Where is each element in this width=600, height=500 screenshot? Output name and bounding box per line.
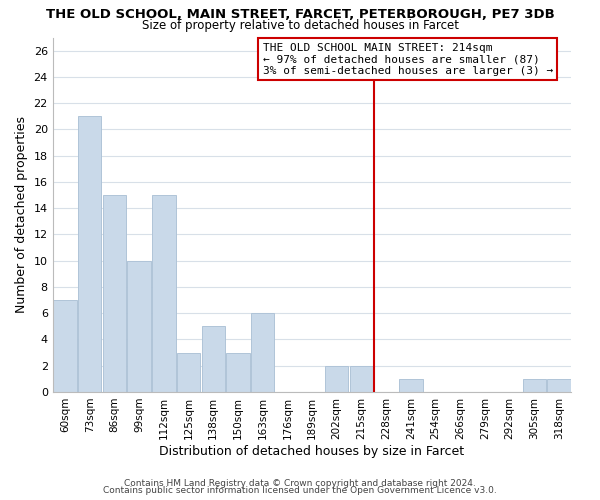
Y-axis label: Number of detached properties: Number of detached properties (15, 116, 28, 313)
Bar (78, 116, 101, 392)
Text: Contains public sector information licensed under the Open Government Licence v3: Contains public sector information licen… (103, 486, 497, 495)
Text: THE OLD SCHOOL, MAIN STREET, FARCET, PETERBOROUGH, PE7 3DB: THE OLD SCHOOL, MAIN STREET, FARCET, PET… (46, 8, 554, 20)
Bar (177, 352, 200, 392)
Bar (399, 379, 422, 392)
Bar (202, 326, 225, 392)
Bar (103, 195, 126, 392)
Text: Contains HM Land Registry data © Crown copyright and database right 2024.: Contains HM Land Registry data © Crown c… (124, 478, 476, 488)
X-axis label: Distribution of detached houses by size in Farcet: Distribution of detached houses by size … (160, 444, 464, 458)
Bar (350, 366, 373, 392)
Bar (547, 379, 571, 392)
Text: THE OLD SCHOOL MAIN STREET: 214sqm
← 97% of detached houses are smaller (87)
3% : THE OLD SCHOOL MAIN STREET: 214sqm ← 97%… (263, 43, 553, 76)
Bar (325, 366, 349, 392)
Bar (127, 260, 151, 392)
Bar (226, 352, 250, 392)
Bar (152, 195, 176, 392)
Bar (523, 379, 546, 392)
Bar (251, 313, 274, 392)
Text: Size of property relative to detached houses in Farcet: Size of property relative to detached ho… (142, 19, 458, 32)
Bar (53, 300, 77, 392)
